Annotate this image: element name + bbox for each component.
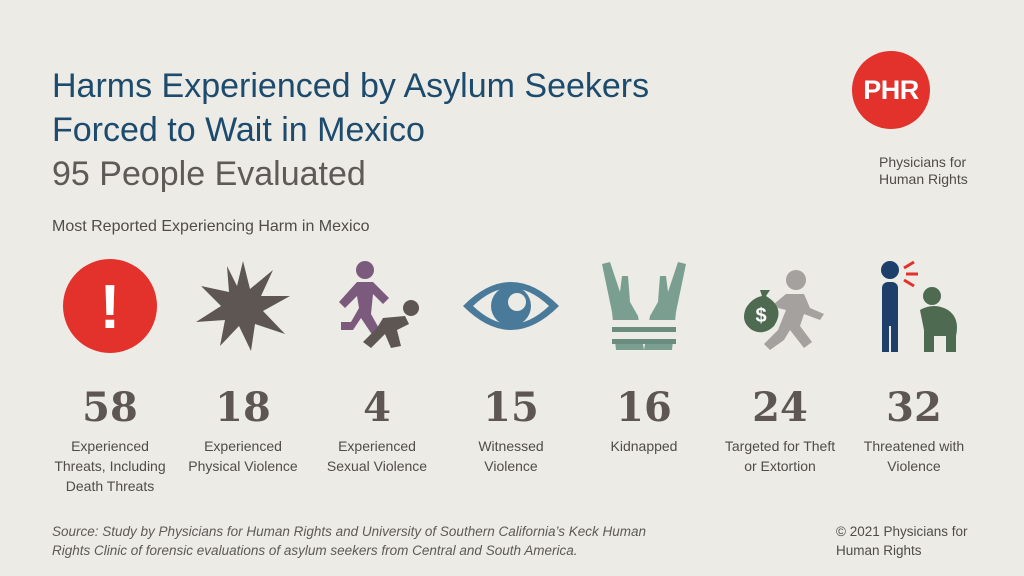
stat-label-line: or Extortion xyxy=(744,458,816,474)
stat-value: 4 xyxy=(363,384,391,431)
alert-symbol: ! xyxy=(100,273,121,342)
stat-label: Witnessed Violence xyxy=(444,436,578,476)
stat-label-line: Experienced xyxy=(204,438,282,454)
stat-value: 16 xyxy=(616,384,672,431)
copyright-line-2: Human Rights xyxy=(836,543,922,558)
stat-value: 15 xyxy=(483,384,539,431)
explosion-icon xyxy=(196,261,290,351)
stat-label-line: Targeted for Theft xyxy=(724,438,836,454)
stat-label-line: Witnessed xyxy=(478,438,544,454)
copyright: © 2021 Physicians for Human Rights xyxy=(836,522,986,560)
assault-icon xyxy=(339,261,419,348)
stat-label-line: Sexual Violence xyxy=(326,458,428,474)
title-line-1: Harms Experienced by Asylum Seekers xyxy=(52,67,650,105)
stat-label-line: Violence xyxy=(887,458,941,474)
stat-label-line: Threatened with xyxy=(863,438,965,454)
stat-label: Threatened with Violence xyxy=(847,436,981,476)
stat-value: 24 xyxy=(752,384,808,431)
org-name-line-1: Physicians for xyxy=(879,154,967,170)
stat-value: 18 xyxy=(215,384,271,431)
stat-label-line: Experienced xyxy=(71,438,149,454)
stat-label-line: Violence xyxy=(484,458,538,474)
money-symbol: $ xyxy=(755,305,766,327)
stat-label-line: Death Threats xyxy=(65,478,155,494)
org-name-line-2: Human Rights xyxy=(879,171,968,187)
source-note: Source: Study by Physicians for Human Ri… xyxy=(52,522,692,560)
stat-label: Kidnapped xyxy=(577,436,711,456)
alert-icon: ! xyxy=(63,259,157,353)
stat-label-line: Physical Violence xyxy=(188,458,298,474)
eye-icon xyxy=(463,282,559,330)
phr-logo: PHR xyxy=(852,51,930,129)
copyright-line-1: © 2021 Physicians for xyxy=(836,524,968,539)
stat-label: Targeted for Theft or Extortion xyxy=(713,436,847,476)
stat-label-line: Kidnapped xyxy=(610,438,678,454)
source-line-2: Rights Clinic of forensic evaluations of… xyxy=(52,543,578,558)
stat-label-line: Threats, Including xyxy=(54,458,166,474)
stat-label: Experienced Physical Violence xyxy=(176,436,310,476)
org-name: Physicians for Human Rights xyxy=(879,154,999,188)
bound-hands-icon xyxy=(602,262,686,350)
stat-label-line: Experienced xyxy=(338,438,416,454)
stat-value: 58 xyxy=(82,384,138,431)
money-bag-thief-icon: $ xyxy=(744,270,824,350)
logo-abbr: PHR xyxy=(863,74,919,105)
subtitle: Most Reported Experiencing Harm in Mexic… xyxy=(52,218,370,235)
title-line-2: Forced to Wait in Mexico xyxy=(52,111,425,149)
stat-value: 32 xyxy=(886,384,942,431)
title-line-3: 95 People Evaluated xyxy=(52,155,366,193)
threatened-person-icon xyxy=(881,260,957,352)
source-line-1: Source: Study by Physicians for Human Ri… xyxy=(52,524,647,539)
stat-label: Experienced Sexual Violence xyxy=(310,436,444,476)
stat-label: Experienced Threats, Including Death Thr… xyxy=(43,436,177,496)
